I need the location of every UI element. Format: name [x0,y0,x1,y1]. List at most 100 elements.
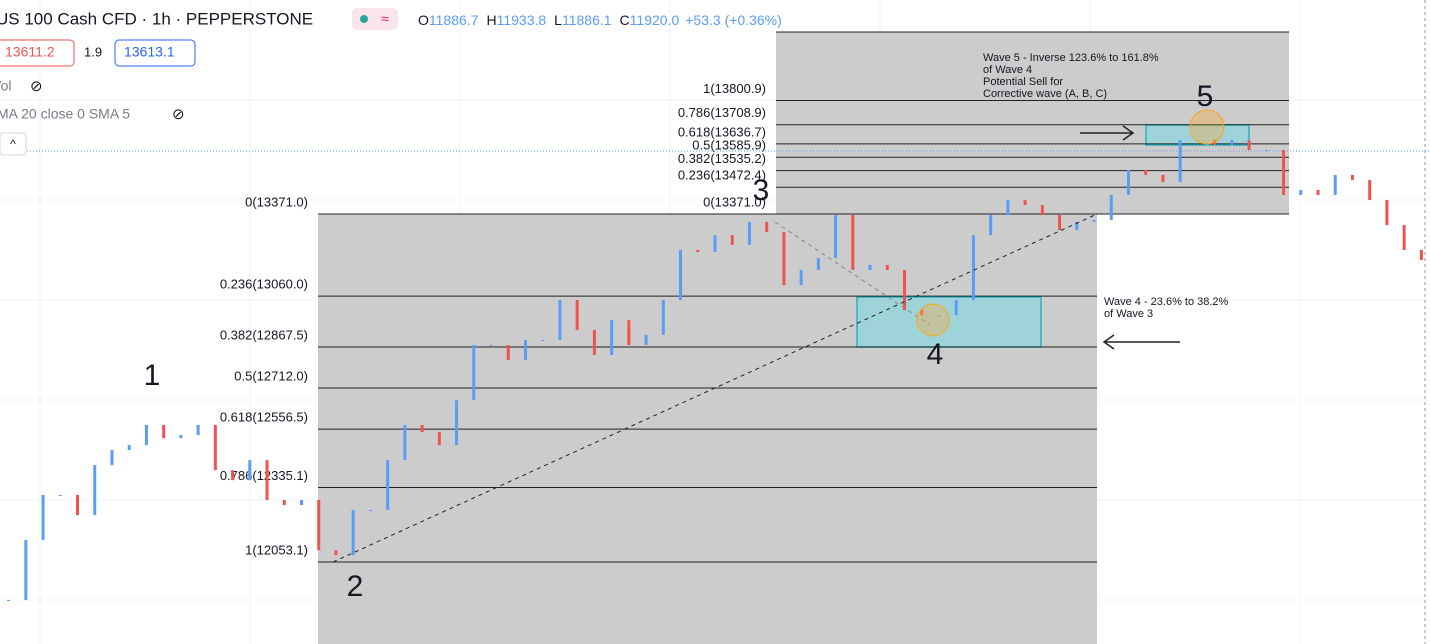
candle [747,221,751,245]
fib-label: 1(13800.9) [703,81,766,96]
fib-box-right [776,32,1289,214]
candle [1385,200,1389,226]
candle [76,494,80,516]
candle [937,315,941,317]
ohlc-change: +53.3 (+0.36%) [685,12,782,28]
candle [851,215,855,270]
sell-price[interactable]: 13611.2 [5,44,55,60]
fib-label: 0(13371.0) [703,194,766,209]
annotation: of Wave 4 [983,64,1032,76]
annotation: Wave 5 - Inverse 123.6% to 161.8% [983,52,1159,64]
ohlc-value: 11920.0 [630,12,680,28]
status-dot [360,15,368,23]
spread: 1.9 [84,44,102,59]
candle [248,460,252,481]
fib-label: 0.382(13535.2) [678,151,766,166]
annotation: of Wave 3 [1104,308,1153,320]
candle [334,550,338,556]
collapse-icon[interactable]: ^ [10,137,16,151]
candle [24,540,28,601]
collapse-button[interactable] [0,132,27,156]
candle [1092,220,1096,222]
candle [265,460,269,500]
candle [489,344,493,346]
candle [1040,205,1044,216]
candle [41,494,45,541]
fib-label: 0.618(12556.5) [220,410,308,425]
annotation: Potential Sell for [983,76,1063,88]
hide-icon[interactable]: ⊘ [172,106,185,123]
wave4-circle [916,303,950,337]
candle [610,320,614,356]
candle [1075,221,1079,231]
candle [885,264,889,270]
candle [868,264,872,270]
candle [903,269,907,311]
candle [1299,189,1303,195]
candle [575,300,579,330]
status-icon: ≈ [381,11,389,27]
candle [989,215,993,236]
candle [679,249,683,301]
ohlc-value: 11886.1 [562,12,612,28]
candle [1144,169,1148,175]
fib-label: 0.618(13636.7) [678,124,766,139]
candle [93,465,97,516]
candle [368,510,372,512]
candle [1247,140,1251,151]
candle [541,339,545,341]
ohlc-key: C [620,12,630,28]
candle [920,310,924,316]
candle [558,300,562,340]
candle [1419,249,1423,260]
candle [1350,174,1354,180]
candle [713,235,717,253]
annotation: Corrective wave (A, B, C) [983,88,1107,100]
candle [1178,140,1182,183]
candle [627,320,631,345]
candle [644,334,648,345]
candle [110,450,114,466]
candle [1230,140,1234,146]
candle [523,339,527,361]
candle [420,424,424,433]
wave-label: 5 [1197,80,1214,113]
candle [58,494,62,496]
candle [765,221,769,232]
candle [834,215,838,259]
candle [1282,150,1286,195]
sell-button[interactable] [0,39,75,67]
candle [799,269,803,286]
candle [317,499,321,551]
fib-label: 0(13371.0) [245,194,308,209]
fib-label: 0.236(13060.0) [220,277,308,292]
status-badge [352,8,398,30]
fib-label: 0.5(13585.9) [692,138,766,153]
header: US 100 Cash CFD · 1h · PEPPERSTONE ≈ O11… [0,8,782,30]
buy-button[interactable] [114,39,196,67]
wave-label: 1 [144,359,161,392]
ohlc: O11886.7 H11933.8 L11886.1 C11920.0 +53.3 (+… [418,12,782,28]
candle [7,600,11,602]
candle [472,344,476,401]
candle [455,400,459,446]
buy-price[interactable]: 13613.1 [124,44,175,60]
candle [386,460,390,511]
fib-label: 0.5(12712.0) [234,368,308,383]
candle [1333,174,1337,195]
fib-label: 1(12053.1) [245,542,308,557]
candle [1161,174,1165,183]
wave-label: 4 [927,338,944,371]
fib-label: 0.786(12335.1) [220,468,308,483]
candle [782,231,786,286]
indicator-ma[interactable]: MA 20 close 0 SMA 5 [0,106,130,122]
candle [196,424,200,436]
ohlc-key: O [418,12,429,28]
fib-label: 0.382(12867.5) [220,327,308,342]
hide-icon[interactable]: ⊘ [30,78,43,95]
indicator-volume[interactable]: Vol [0,78,11,94]
candle [1368,179,1372,201]
wave5-circle [1189,109,1225,145]
candle [1316,189,1320,195]
